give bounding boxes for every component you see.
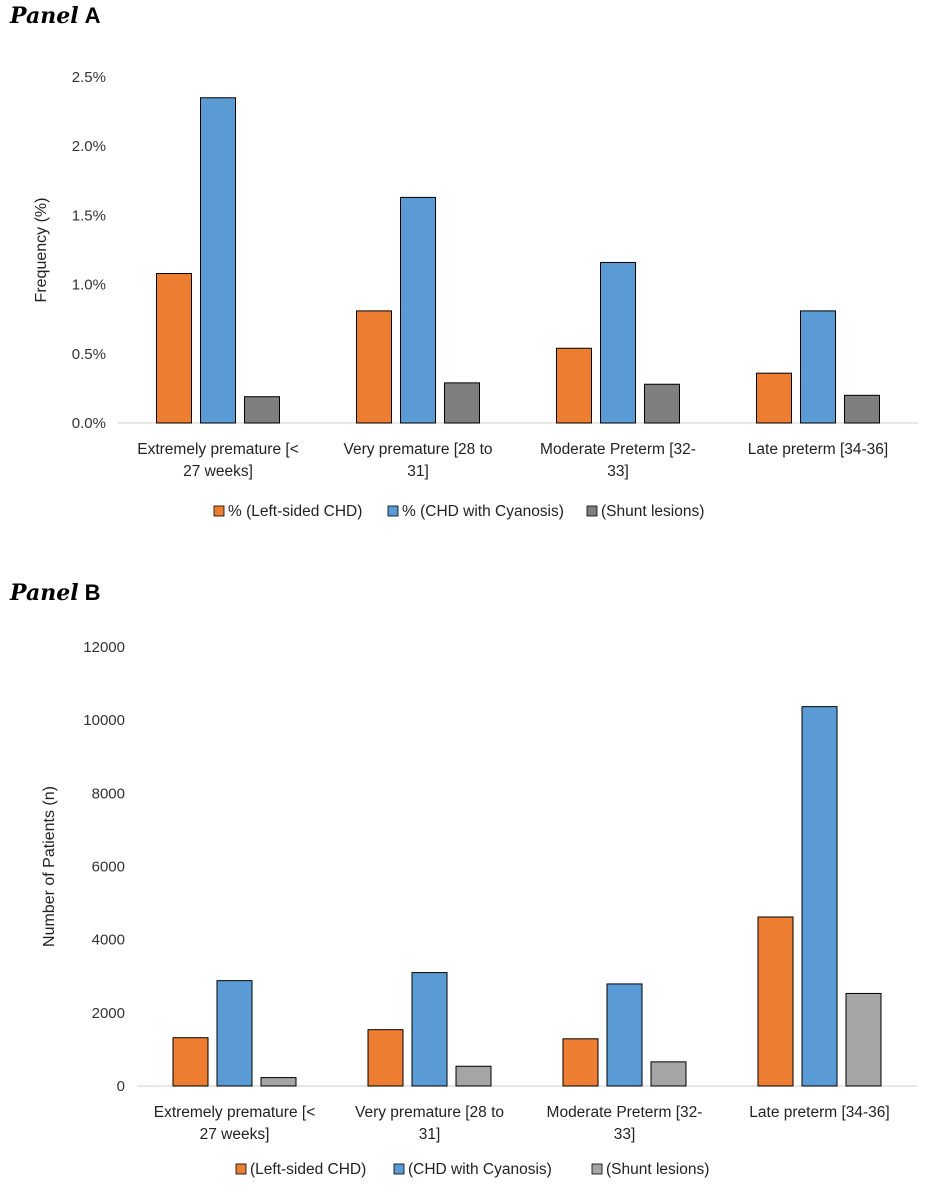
bar xyxy=(757,916,794,1087)
chart-panel-a: Panel A 0.0% 0.5% 1.0% 1.5% 2.0% 2.5% Frequency … xyxy=(9,3,918,520)
panel-title-word: Panel xyxy=(9,3,79,29)
x-tick-label-line: 27 weeks] xyxy=(200,1126,270,1143)
bar xyxy=(650,1061,687,1087)
bar xyxy=(600,261,636,424)
bar xyxy=(156,273,192,424)
bar xyxy=(801,706,838,1087)
panel-title-letter: B xyxy=(85,580,101,605)
x-tick-label-line: Extremely premature [< xyxy=(137,441,299,458)
x-tick-label-line: Late preterm [34-36] xyxy=(748,441,888,458)
bar xyxy=(845,992,882,1087)
y-tick-label: 4000 xyxy=(92,932,125,949)
legend-label: % (CHD with Cyanosis) xyxy=(402,503,564,520)
bar xyxy=(455,1065,492,1087)
bar xyxy=(644,383,680,424)
panel-title-letter: A xyxy=(85,3,101,28)
legend-label: (Shunt lesions) xyxy=(606,1161,709,1178)
x-tick-label: Extremely premature [< 27 weeks] xyxy=(137,441,299,480)
bar xyxy=(844,394,880,424)
bar xyxy=(367,1029,404,1087)
x-tick-label-line: 31] xyxy=(407,463,429,480)
x-tick-label-line: Moderate Preterm [32- xyxy=(540,441,696,458)
y-tick-label: 1.0% xyxy=(72,277,106,294)
bar xyxy=(172,1037,209,1087)
x-tick-label-line: 27 weeks] xyxy=(183,463,253,480)
y-tick-label: 2.0% xyxy=(72,138,106,155)
bar xyxy=(606,983,643,1087)
y-tick-label: 6000 xyxy=(92,859,125,876)
x-tick-label: Moderate Preterm [32- 33] xyxy=(540,441,696,480)
bar xyxy=(800,310,836,424)
y-axis-title: Frequency (%) xyxy=(33,198,50,303)
legend-label: (Shunt lesions) xyxy=(601,503,704,520)
y-tick-label: 10000 xyxy=(83,712,125,729)
y-tick-label: 0 xyxy=(117,1078,125,1095)
x-tick-label: Extremely premature [< 27 weeks] xyxy=(154,1104,316,1143)
bar xyxy=(260,1077,297,1087)
y-tick-label: 2000 xyxy=(92,1005,125,1022)
legend-label: % (Left-sided CHD) xyxy=(228,503,362,520)
panel-title: Panel A xyxy=(9,3,101,29)
y-tick-label: 0.5% xyxy=(72,346,106,363)
bar xyxy=(556,347,592,424)
y-tick-label: 12000 xyxy=(83,639,125,656)
y-axis-title: Number of Patients (n) xyxy=(41,786,58,947)
x-tick-label: Late preterm [34-36] xyxy=(748,441,888,458)
bar xyxy=(411,972,448,1087)
x-tick-label: Moderate Preterm [32- 33] xyxy=(547,1104,703,1143)
bar xyxy=(562,1038,599,1087)
bar xyxy=(356,310,392,424)
x-tick-label-line: Late preterm [34-36] xyxy=(749,1104,889,1121)
y-tick-label: 1.5% xyxy=(72,207,106,224)
legend-swatch xyxy=(235,1163,247,1175)
x-tick-label: Very premature [28 to 31] xyxy=(343,441,492,480)
x-tick-label: Late preterm [34-36] xyxy=(749,1104,889,1121)
legend-swatch xyxy=(591,1163,603,1175)
legend-swatch xyxy=(586,505,598,517)
x-tick-label-line: 33] xyxy=(614,1126,636,1143)
y-tick-label: 0.0% xyxy=(72,415,106,432)
panel-title-word: Panel xyxy=(9,580,79,606)
x-tick-label-line: Moderate Preterm [32- xyxy=(547,1104,703,1121)
legend-label: (CHD with Cyanosis) xyxy=(408,1161,552,1178)
legend-swatch xyxy=(393,1163,405,1175)
y-tick-label: 8000 xyxy=(92,785,125,802)
panel-title: Panel B xyxy=(9,580,100,606)
bar xyxy=(216,980,253,1087)
x-tick-label-line: Very premature [28 to xyxy=(343,441,492,458)
bar xyxy=(244,396,280,424)
bar xyxy=(756,372,792,424)
x-tick-label-line: Extremely premature [< xyxy=(154,1104,316,1121)
x-tick-label-line: 33] xyxy=(607,463,629,480)
legend-label: (Left-sided CHD) xyxy=(250,1161,366,1178)
chart-panel-b: Panel B 0 2000 4000 6000 8000 10000 12000 Number … xyxy=(9,580,917,1178)
legend-swatch xyxy=(387,505,399,517)
bar xyxy=(400,196,436,424)
y-tick-label: 2.5% xyxy=(72,69,106,86)
x-tick-label: Very premature [28 to 31] xyxy=(355,1104,504,1143)
x-tick-label-line: Very premature [28 to xyxy=(355,1104,504,1121)
legend-swatch xyxy=(213,505,225,517)
bar xyxy=(200,97,236,424)
x-tick-label-line: 31] xyxy=(419,1126,441,1143)
bar xyxy=(444,382,480,424)
